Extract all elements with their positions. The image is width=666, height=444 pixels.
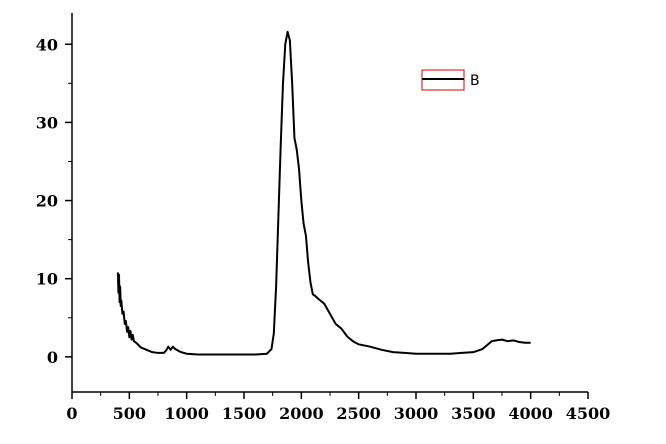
legend-label-b: B [470,73,480,89]
x-tick-label: 1500 [222,404,267,423]
x-tick-label: 4000 [508,404,553,423]
x-tick-label: 3000 [394,404,439,423]
x-tick-label: 4500 [566,404,611,423]
series-line-b [116,30,531,356]
x-tick-label: 1000 [164,404,209,423]
y-tick-label: 30 [36,113,58,132]
y-tick-label: 40 [36,35,58,54]
y-tick-label: 10 [36,270,58,289]
x-tick-label: 2000 [279,404,324,423]
x-tick-label: 3500 [451,404,496,423]
y-tick-label: 20 [36,192,58,211]
y-tick-label: 0 [47,348,58,367]
x-tick-label: 500 [113,404,146,423]
axes: 0 500 1000 1500 2000 2500 3000 3500 4000 4500 0 10 2… [36,13,611,423]
plot-lines [116,30,531,356]
x-tick-label: 2500 [336,404,381,423]
x-tick-label: 0 [66,404,77,423]
legend: B [421,69,480,91]
